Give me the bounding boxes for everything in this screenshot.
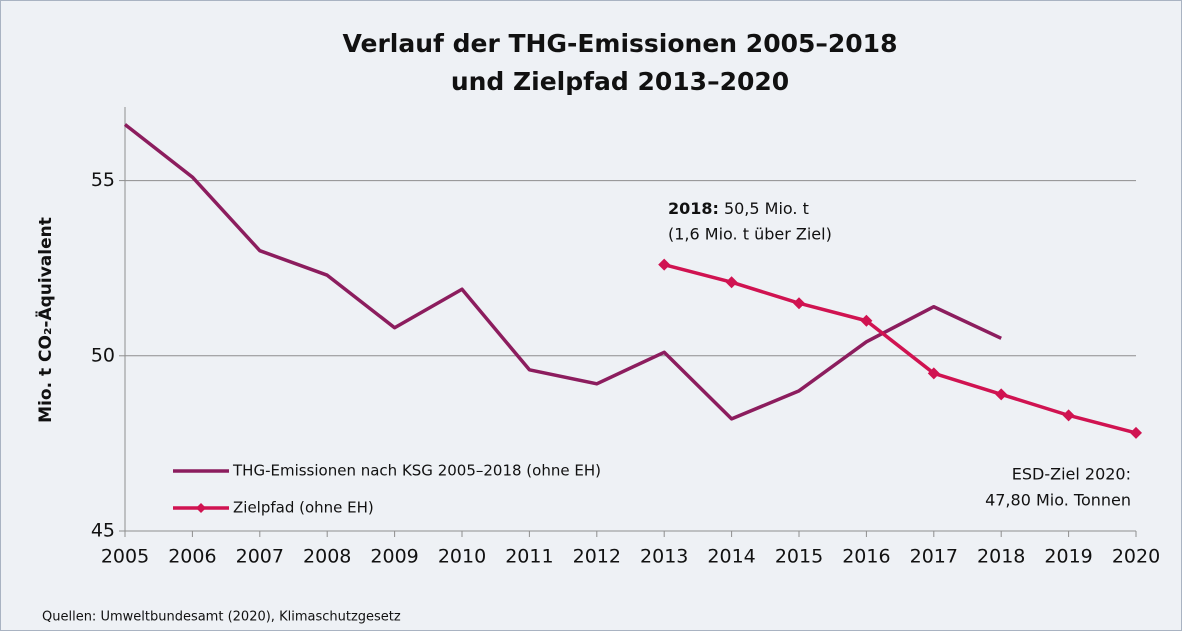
legend-label: THG-Emissionen nach KSG 2005–2018 (ohne … (232, 462, 601, 480)
legend-marker (196, 503, 206, 513)
x-tick-label: 2018 (977, 546, 1025, 568)
x-tick-label: 2011 (505, 546, 553, 568)
x-tick-label: 2005 (101, 546, 149, 568)
x-tick-label: 2015 (775, 546, 823, 568)
y-tick-label: 45 (91, 520, 115, 542)
y-tick-label: 55 (91, 169, 115, 191)
y-axis-label: Mio. t CO₂-Äquivalent (34, 217, 56, 423)
x-tick-label: 2007 (236, 546, 284, 568)
marker (995, 388, 1008, 401)
legend-label: Zielpfad (ohne EH) (233, 499, 374, 517)
x-tick-label: 2016 (842, 546, 890, 568)
annotation: ESD-Ziel 2020: (1012, 465, 1131, 484)
x-tick-label: 2017 (910, 546, 958, 568)
marker (1130, 426, 1142, 439)
annotation: 2018: 50,5 Mio. t (668, 199, 809, 218)
series-line (123, 123, 1002, 421)
annotation: 47,80 Mio. Tonnen (985, 491, 1131, 510)
marker (658, 258, 671, 271)
marker (1062, 409, 1075, 422)
chart-title: Verlauf der THG-Emissionen 2005–2018 (343, 29, 898, 58)
x-tick-label: 2009 (370, 546, 418, 568)
x-tick-label: 2006 (168, 546, 216, 568)
x-tick-label: 2020 (1112, 546, 1160, 568)
x-tick-label: 2012 (573, 546, 621, 568)
annotation: (1,6 Mio. t über Ziel) (668, 225, 832, 244)
x-tick-label: 2019 (1044, 546, 1092, 568)
series-line (663, 262, 1137, 435)
marker (725, 276, 738, 289)
x-tick-label: 2014 (707, 546, 755, 568)
annotation-text: 50,5 Mio. t (724, 199, 809, 218)
y-tick-label: 50 (91, 344, 115, 366)
x-tick-label: 2008 (303, 546, 351, 568)
source: Quellen: Umweltbundesamt (2020), Klimasc… (42, 610, 401, 625)
marker (927, 367, 940, 380)
x-tick-label: 2013 (640, 546, 688, 568)
chart-title: und Zielpfad 2013–2020 (451, 67, 789, 96)
marker (860, 314, 873, 327)
marker (793, 297, 805, 310)
annotation-bold: 2018: (668, 199, 719, 218)
x-tick-label: 2010 (438, 546, 486, 568)
